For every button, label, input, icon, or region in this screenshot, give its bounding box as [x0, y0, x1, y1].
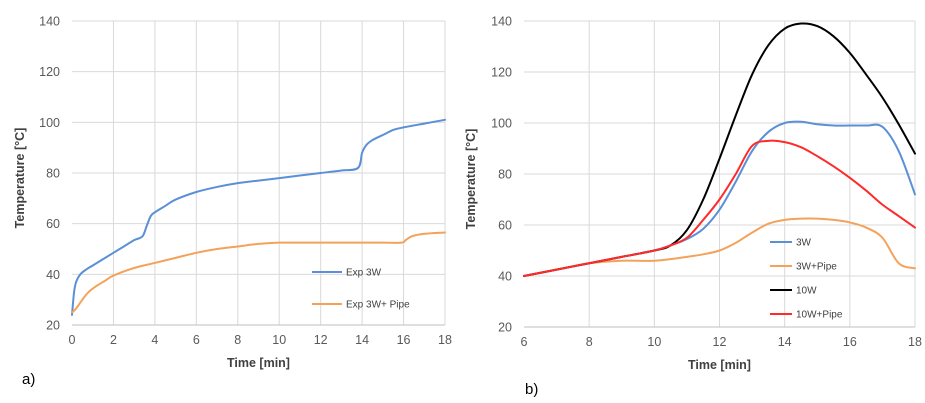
panel-label: a) — [22, 371, 35, 388]
y-tick-label: 100 — [39, 116, 60, 130]
x-tick-label: 10 — [647, 335, 661, 349]
x-tick-label: 8 — [586, 335, 593, 349]
y-tick-label: 20 — [498, 321, 512, 335]
legend-label: Exp 3W+ Pipe — [346, 300, 410, 311]
legend-label: 3W+Pipe — [796, 262, 837, 273]
x-tick-label: 12 — [314, 333, 328, 347]
series-line-exp-3w — [71, 118, 446, 316]
x-tick-label: 18 — [438, 333, 452, 347]
y-tick-label: 60 — [46, 217, 60, 231]
x-tick-label: 8 — [234, 333, 241, 347]
x-tick-label: 0 — [69, 333, 76, 347]
panel-label: b) — [525, 381, 538, 398]
x-axis-label: Time [min] — [227, 356, 290, 370]
y-tick-label: 140 — [39, 15, 60, 29]
y-tick-label: 40 — [498, 270, 512, 284]
y-tick-label: 80 — [498, 168, 512, 182]
series-line-3w-pipe — [523, 217, 916, 277]
y-tick-label: 20 — [46, 319, 60, 333]
y-tick-label: 140 — [491, 15, 512, 29]
chart-panel-1: 20 40 60 80 100 120 140 0 2 4 6 8 10 12 14 16 18 Time [mi… — [13, 15, 452, 389]
x-tick-label: 2 — [110, 333, 117, 347]
x-tick-label: 14 — [355, 333, 369, 347]
legend-label: 10W+Pipe — [796, 310, 843, 321]
y-tick-label: 100 — [491, 117, 512, 131]
x-tick-label: 16 — [397, 333, 411, 347]
x-tick-label: 16 — [843, 335, 857, 349]
x-tick-label: 6 — [193, 333, 200, 347]
series-line-10w-pipe — [523, 139, 916, 277]
x-tick-label: 18 — [908, 335, 922, 349]
series-line-exp-3w-pipe — [71, 231, 446, 314]
y-axis-label: Temperature [°C] — [464, 129, 478, 230]
legend: 3W 3W+Pipe 10W 10W+Pipe — [770, 238, 843, 321]
y-tick-label: 60 — [498, 219, 512, 233]
y-tick-label: 40 — [46, 268, 60, 282]
legend-label: Exp 3W — [346, 268, 382, 279]
x-tick-label: 4 — [151, 333, 158, 347]
legend: Exp 3W Exp 3W+ Pipe — [312, 268, 410, 311]
y-axis-label: Temperature [°C] — [13, 128, 27, 229]
y-tick-label: 120 — [491, 66, 512, 80]
x-tick-label: 6 — [521, 335, 528, 349]
x-tick-label: 12 — [713, 335, 727, 349]
y-tick-label: 80 — [46, 167, 60, 181]
chart-panel-2: 20 40 60 80 100 120 140 6 8 10 12 14 16 18 Time [min] T… — [464, 15, 922, 399]
x-tick-label: 14 — [778, 335, 792, 349]
x-tick-label: 10 — [272, 333, 286, 347]
y-tick-label: 120 — [39, 65, 60, 79]
legend-label: 3W — [796, 238, 812, 249]
x-axis-label: Time [min] — [688, 358, 751, 372]
legend-label: 10W — [796, 286, 817, 297]
